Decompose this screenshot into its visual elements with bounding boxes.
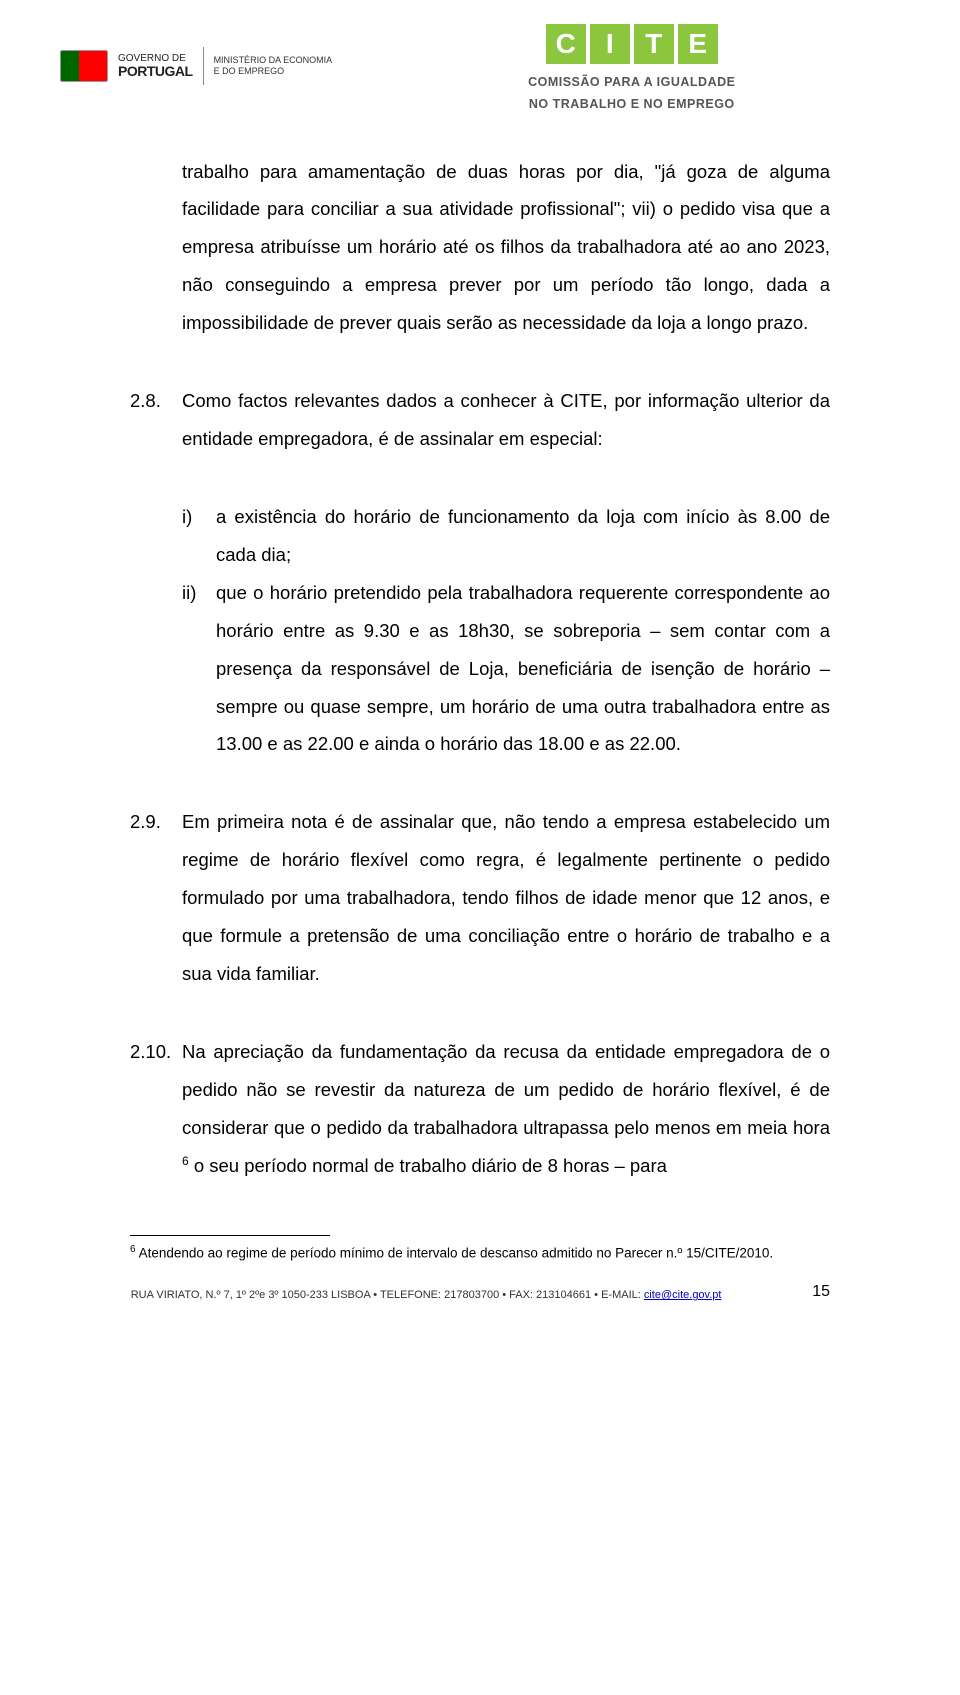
portugal-flag-icon	[60, 50, 108, 82]
para-text: Como factos relevantes dados a conhecer …	[182, 382, 830, 458]
cite-letter-t: T	[634, 24, 674, 64]
para-number: 2.10.	[130, 1033, 182, 1185]
footnote-separator	[130, 1235, 330, 1236]
para-text: Em primeira nota é de assinalar que, não…	[182, 803, 830, 993]
gov-bottom: PORTUGAL	[118, 64, 193, 79]
p210-a: Na apreciação da fundamentação da recusa…	[182, 1041, 830, 1138]
cite-logo: C I T E	[542, 20, 722, 68]
ministry-label: MINISTÉRIO DA ECONOMIA E DO EMPREGO	[214, 55, 334, 77]
text-ii: que o horário pretendido pela trabalhado…	[216, 574, 830, 764]
sub-item-i: i) a existência do horário de funcioname…	[182, 498, 830, 574]
footnote-ref-6: 6	[182, 1154, 189, 1168]
document-body: trabalho para amamentação de duas horas …	[0, 123, 960, 1235]
cite-logo-block: C I T E COMISSÃO PARA A IGUALDADE NO TRA…	[528, 20, 735, 113]
government-logo-block: GOVERNO DE PORTUGAL MINISTÉRIO DA ECONOM…	[60, 47, 334, 85]
paragraph-2-10: 2.10. Na apreciação da fundamentação da …	[130, 1033, 830, 1185]
marker-i: i)	[182, 498, 216, 574]
government-label: GOVERNO DE PORTUGAL	[118, 53, 193, 79]
continuation-paragraph: trabalho para amamentação de duas horas …	[182, 153, 830, 343]
cite-letter-c: C	[546, 24, 586, 64]
footer-addr-text: RUA VIRIATO, N.º 7, 1º 2ºe 3º 1050-233 L…	[131, 1289, 644, 1301]
cite-subtitle-1: COMISSÃO PARA A IGUALDADE	[528, 74, 735, 90]
marker-ii: ii)	[182, 574, 216, 764]
paragraph-2-8: 2.8. Como factos relevantes dados a conh…	[130, 382, 830, 458]
page-number: 15	[812, 1283, 830, 1301]
cite-letter-i: I	[590, 24, 630, 64]
para-text: Na apreciação da fundamentação da recusa…	[182, 1033, 830, 1185]
vertical-divider	[203, 47, 204, 85]
cite-letter-e: E	[678, 24, 718, 64]
footnote-6: 6 Atendendo ao regime de período mínimo …	[0, 1242, 960, 1284]
document-page: GOVERNO DE PORTUGAL MINISTÉRIO DA ECONOM…	[0, 0, 960, 1695]
page-header: GOVERNO DE PORTUGAL MINISTÉRIO DA ECONOM…	[0, 0, 960, 123]
footer-address: RUA VIRIATO, N.º 7, 1º 2ºe 3º 1050-233 L…	[60, 1289, 792, 1301]
para-number: 2.9.	[130, 803, 182, 993]
sub-item-ii: ii) que o horário pretendido pela trabal…	[182, 574, 830, 764]
footnote-text: Atendendo ao regime de período mínimo de…	[136, 1245, 774, 1260]
page-footer: RUA VIRIATO, N.º 7, 1º 2ºe 3º 1050-233 L…	[0, 1283, 960, 1331]
cite-subtitle-2: NO TRABALHO E NO EMPREGO	[528, 96, 735, 112]
text-i: a existência do horário de funcionamento…	[216, 498, 830, 574]
footer-email-link[interactable]: cite@cite.gov.pt	[644, 1289, 722, 1301]
para-number: 2.8.	[130, 382, 182, 458]
paragraph-2-9: 2.9. Em primeira nota é de assinalar que…	[130, 803, 830, 993]
sub-list-2-8: i) a existência do horário de funcioname…	[182, 498, 830, 763]
p210-b: o seu período normal de trabalho diário …	[189, 1155, 667, 1176]
